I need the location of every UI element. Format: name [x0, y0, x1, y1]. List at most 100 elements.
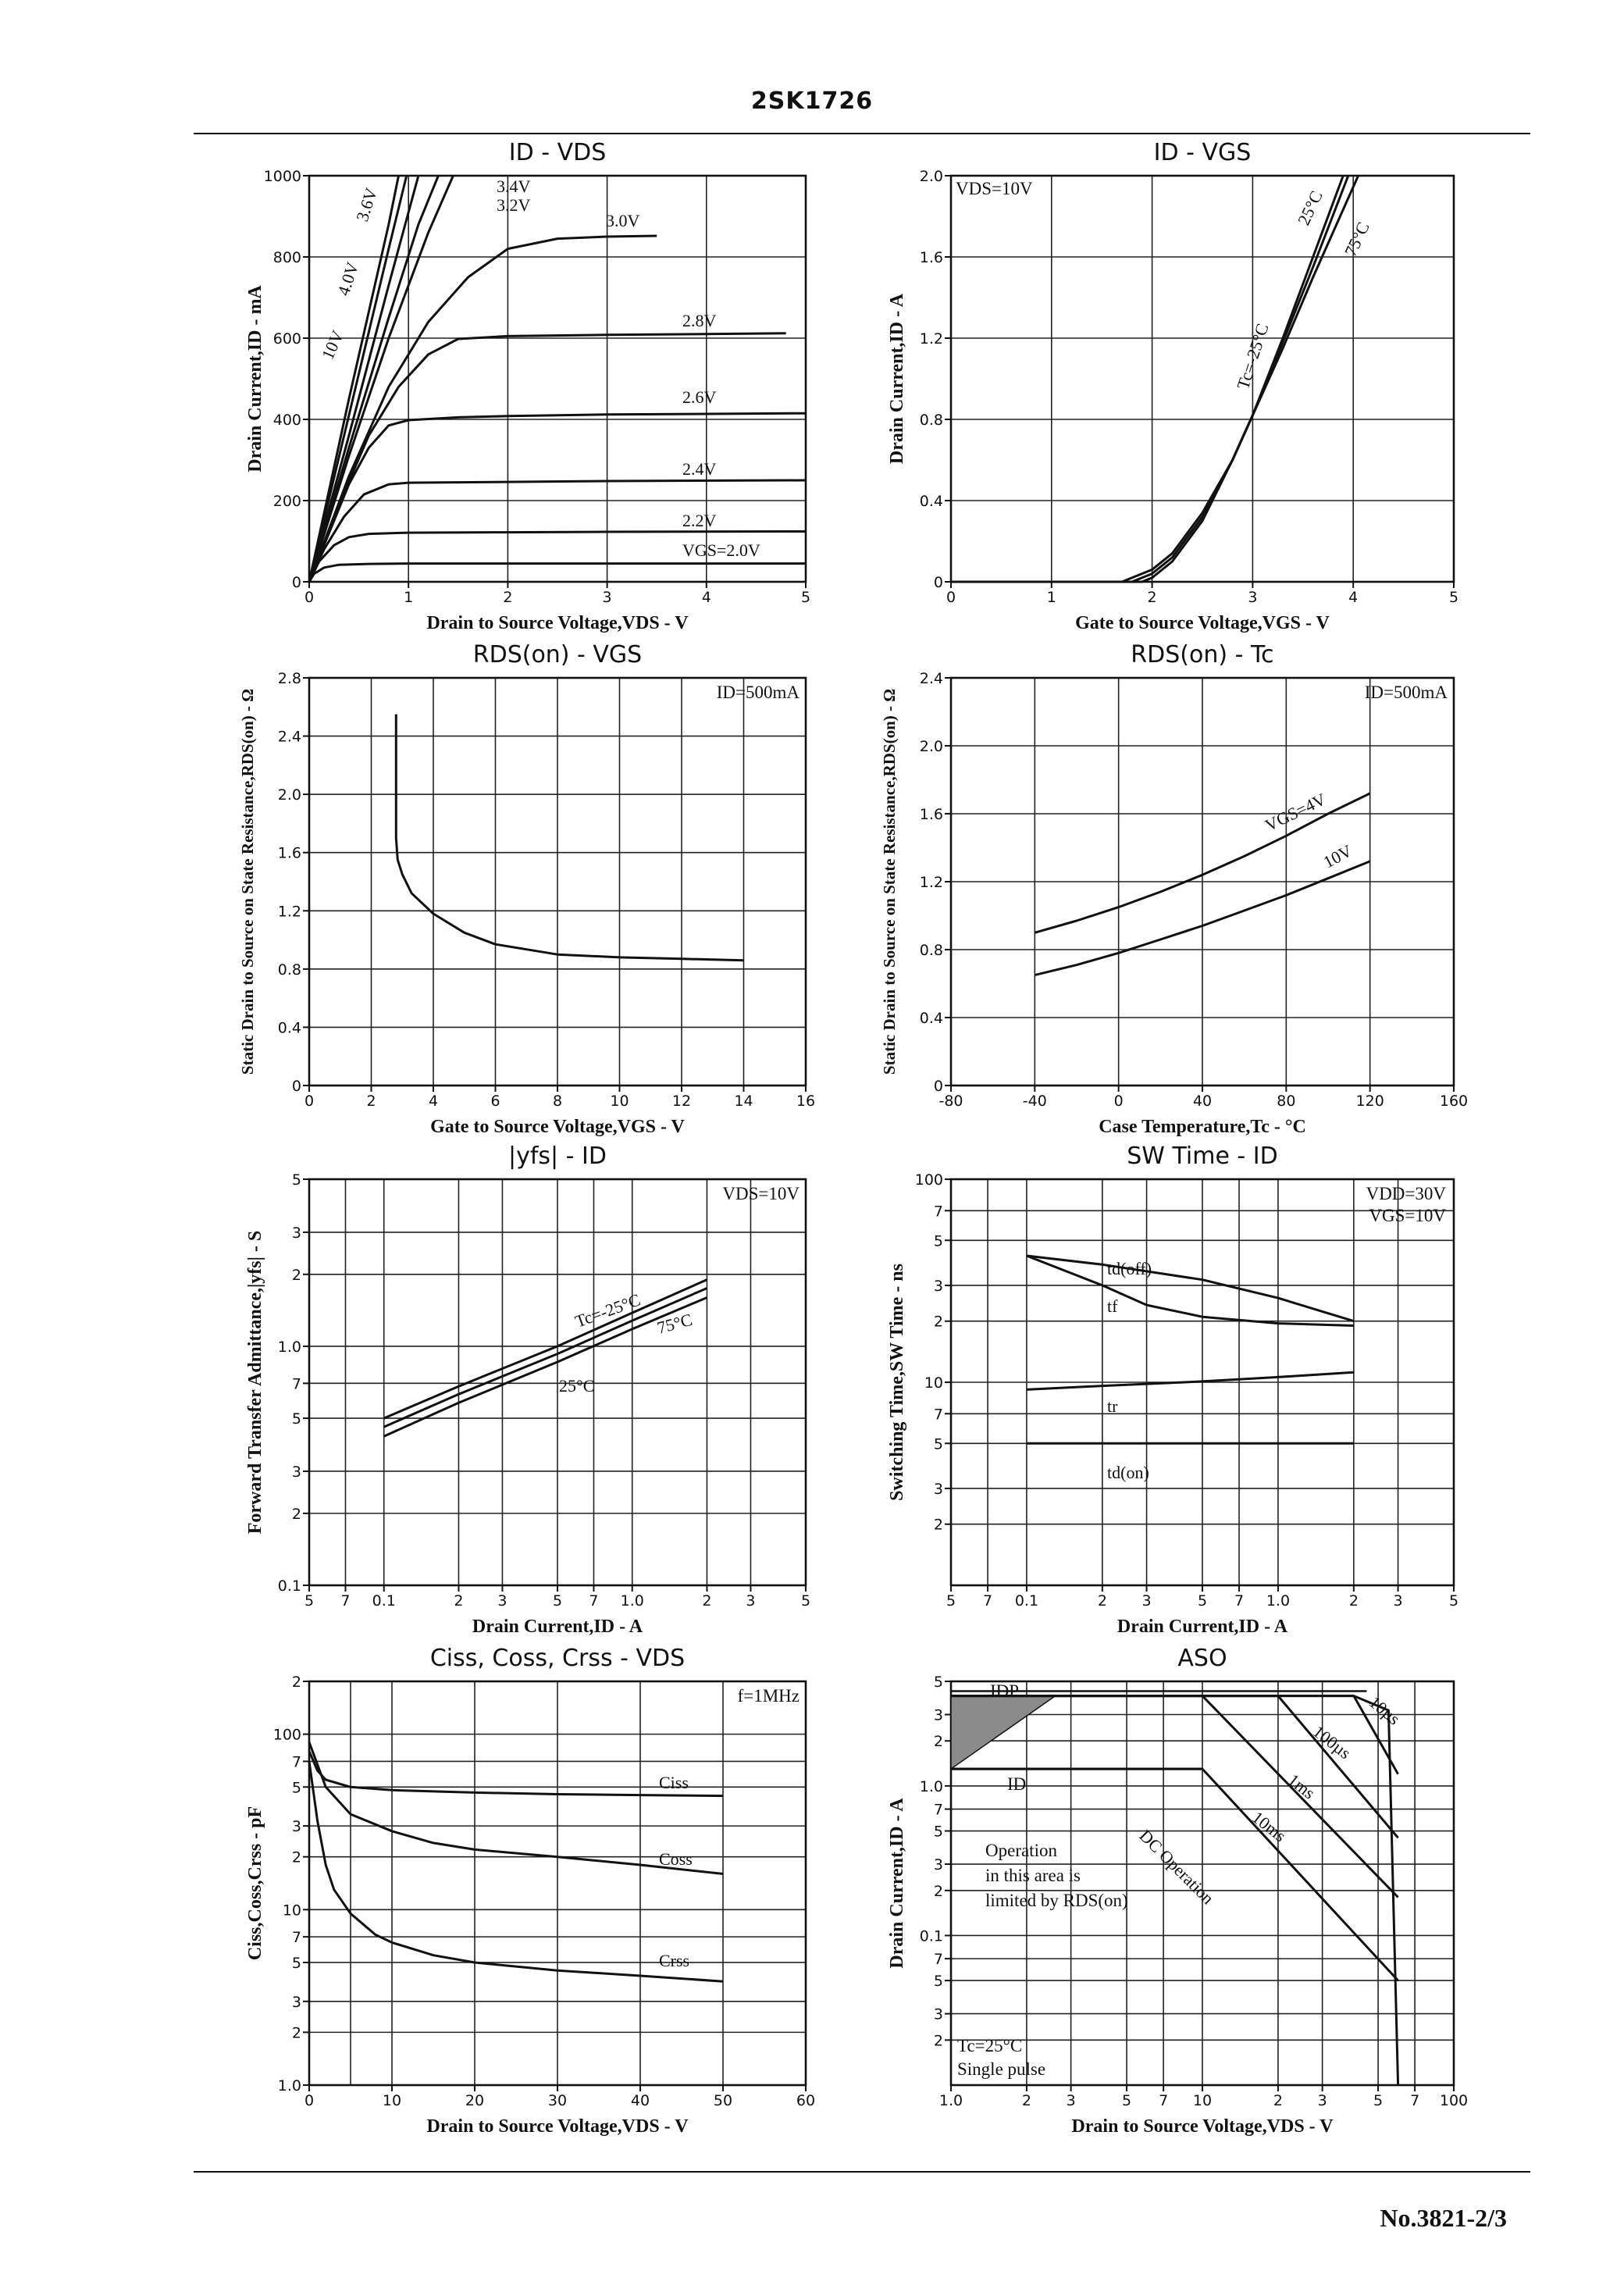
x-tick-label: 7	[589, 1592, 598, 1610]
y-tick-label: 3	[292, 1818, 301, 1835]
x-tick-label: 5	[1373, 2092, 1383, 2109]
x-tick-label: 3	[1318, 2092, 1327, 2109]
x-tick-label: 40	[1193, 1093, 1212, 1110]
rds-limit-area	[950, 1695, 1057, 1770]
x-tick-label: -40	[1023, 1093, 1047, 1110]
chart-id-vgs: 0 1 2 3 4 5 0 0.4 0.8 1.2 1.6 2.0 ID - VGS Gate to So…	[887, 139, 1458, 633]
series-line-rds-tc-1	[1034, 860, 1371, 977]
x-axis-label: Drain to Source Voltage,VDS - V	[426, 613, 689, 633]
x-tick-label: 16	[796, 1093, 815, 1110]
y-tick-label: 0.8	[920, 942, 943, 959]
y-tick-label: 1.2	[278, 903, 301, 920]
y-tick-label: 2	[934, 1314, 943, 1331]
x-tick-label: 0.1	[1015, 1592, 1038, 1610]
series-line-rds-tc-0	[1034, 792, 1371, 934]
x-axis-label: Drain to Source Voltage,VDS - V	[1071, 2116, 1334, 2137]
series-line-yfs-id-1	[383, 1287, 708, 1428]
annotation-4: limited by RDS(on)	[985, 1891, 1128, 1910]
y-tick-label: 0.1	[920, 1927, 943, 1945]
series-label: 2.8V	[682, 311, 717, 330]
x-tick-label: 60	[796, 2092, 815, 2109]
x-tick-label: 3	[497, 1592, 507, 1610]
series-label: 10µs	[1366, 1692, 1404, 1729]
chart-rds-vgs: 0 2 4 6 8 10 12 14 16 0 0.4 0.8 1.2 1.6 2.0 2.4 2.8 RDS(o…	[238, 641, 815, 1137]
x-tick-label: 10	[610, 1093, 629, 1110]
x-tick-label: 6	[490, 1093, 500, 1110]
series-label: 2.2V	[682, 511, 717, 530]
x-tick-label: 7	[1159, 2092, 1168, 2109]
series-line-id-vds-2	[308, 479, 807, 583]
x-tick-label: 2	[366, 1093, 376, 1110]
x-tick-label: 1.0	[939, 2092, 963, 2109]
y-tick-label: 5	[292, 1955, 301, 1972]
y-tick-label: 0.1	[278, 1577, 301, 1595]
series-line-caps-2	[308, 1761, 724, 1983]
series-line-id-vds-9	[308, 175, 408, 583]
series-label: td(off)	[1107, 1259, 1152, 1278]
annotation-0: IDP	[990, 1681, 1019, 1701]
x-tick-label: 5	[1449, 589, 1458, 606]
y-tick-label: 1.6	[278, 845, 301, 862]
series-label: 25°C	[559, 1376, 594, 1396]
series-line-id-vds-3	[308, 412, 807, 583]
series-line-id-vds-8	[308, 175, 420, 583]
x-tick-label: 1.0	[621, 1592, 644, 1610]
x-tick-label: 3	[603, 589, 612, 606]
series-label: Crss	[659, 1951, 689, 1970]
x-tick-label: 7	[983, 1592, 992, 1610]
chart-title: RDS(on) - VGS	[473, 641, 642, 668]
y-tick-label: 2	[292, 2024, 301, 2041]
y-tick-label: 0.4	[278, 1019, 301, 1036]
x-axis-label: Case Temperature,Tc - °C	[1099, 1117, 1306, 1137]
x-axis-label: Drain to Source Voltage,VDS - V	[426, 2116, 689, 2137]
x-tick-label: 5	[1122, 2092, 1131, 2109]
series-line-id-vgs-0	[951, 175, 1344, 583]
y-tick-label: 600	[273, 330, 301, 348]
y-tick-label: 200	[273, 493, 301, 510]
y-tick-label: 5	[934, 1674, 943, 1691]
y-tick-label: 7	[292, 1375, 301, 1392]
series-line-id-vds-10	[308, 175, 400, 583]
y-tick-label: 10	[283, 1902, 301, 1919]
y-tick-label: 2	[292, 1849, 301, 1866]
annotation-1: VGS=10V	[1369, 1206, 1446, 1225]
series-label: Coss	[659, 1849, 693, 1869]
x-tick-label: 0	[1114, 1093, 1124, 1110]
x-tick-label: 5	[304, 1592, 314, 1610]
x-tick-label: 0.1	[372, 1592, 396, 1610]
plot-frame	[308, 174, 807, 583]
chart-title: ID - VGS	[1154, 139, 1252, 166]
y-tick-label: 2.0	[920, 738, 943, 755]
y-tick-label: 0.8	[920, 412, 943, 429]
y-tick-label: 1.2	[920, 874, 943, 891]
y-axis-label: Drain Current,ID - A	[887, 1798, 907, 1969]
chart-title: |yfs| - ID	[508, 1143, 607, 1170]
x-tick-label: 0	[304, 1093, 314, 1110]
y-axis-label: Static Drain to Source on State Resistan…	[880, 689, 899, 1075]
y-tick-label: 3	[292, 1225, 301, 1242]
y-tick-label: 2	[292, 1506, 301, 1523]
y-tick-label: 5	[292, 1779, 301, 1796]
x-tick-label: 12	[672, 1093, 691, 1110]
y-tick-label: 2.8	[278, 670, 301, 687]
x-axis-label: Gate to Source Voltage,VGS - V	[1075, 613, 1330, 633]
x-tick-label: 3	[1248, 589, 1257, 606]
x-tick-label: 0	[946, 589, 956, 606]
y-tick-label: 7	[934, 1951, 943, 1968]
series-line-id-vds-5	[308, 234, 657, 583]
series-label: tf	[1107, 1296, 1118, 1316]
x-tick-label: 2	[1098, 1592, 1107, 1610]
annotation-3: in this area is	[985, 1866, 1081, 1885]
series-line-id-vds-6	[308, 175, 454, 583]
y-tick-label: 0	[934, 574, 943, 591]
chart-id-vds: 0 1 2 3 4 5 0 200 400 600 800 1000 ID - VDS Drain to …	[245, 139, 810, 633]
series-line-id-vds-1	[308, 530, 807, 583]
y-tick-label: 5	[934, 1435, 943, 1453]
y-tick-label: 3	[934, 1278, 943, 1295]
series-label: 75°C	[655, 1310, 694, 1338]
y-tick-label: 7	[292, 1929, 301, 1946]
x-tick-label: 5	[801, 589, 810, 606]
series-label: 4.0V	[333, 259, 362, 298]
